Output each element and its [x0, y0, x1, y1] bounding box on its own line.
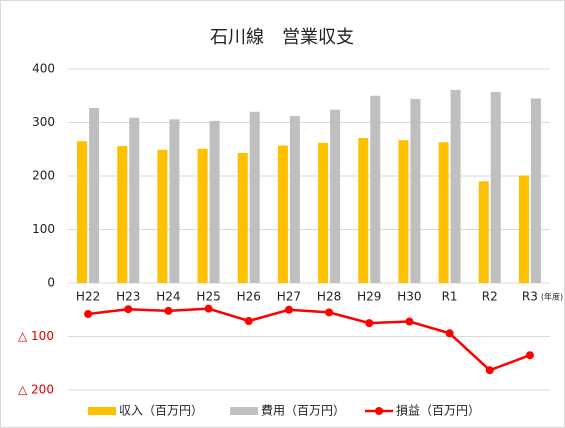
x-tick-label: H24	[156, 290, 180, 304]
line	[87, 307, 531, 372]
bar	[117, 146, 128, 283]
line-point	[244, 316, 253, 325]
bar	[289, 116, 300, 283]
bar	[398, 140, 409, 283]
bar	[277, 145, 288, 283]
legend-label: 損益（百万円）	[396, 403, 480, 418]
x-tick-label: H30	[397, 290, 421, 304]
bar	[478, 181, 489, 283]
legend-label: 費用（百万円）	[261, 403, 345, 418]
annotation: (年度)	[541, 292, 563, 302]
line-point	[325, 308, 334, 317]
bar	[518, 175, 529, 283]
y-tick-label: 100	[32, 222, 55, 236]
legend-swatch	[230, 407, 258, 415]
line-point	[365, 319, 374, 328]
y-tick-label: 300	[32, 115, 55, 129]
x-tick-label: H26	[237, 290, 261, 304]
line-point	[84, 310, 93, 319]
bar	[370, 95, 381, 283]
x-tick-label: R1	[442, 290, 458, 304]
x-tick-label: H25	[196, 290, 220, 304]
line-point	[284, 305, 293, 314]
bar	[490, 92, 501, 283]
y-tick-label: △ 200	[18, 383, 54, 397]
legend-swatch	[88, 407, 116, 415]
line-point	[525, 351, 534, 360]
y-tick-label: 400	[32, 62, 55, 76]
bar	[157, 149, 168, 283]
x-tick-label: H28	[317, 290, 341, 304]
line-point	[405, 317, 414, 326]
bar	[129, 117, 140, 283]
bar	[237, 152, 248, 283]
bar	[318, 142, 329, 283]
x-tick-label: H22	[76, 290, 100, 304]
bar	[197, 148, 208, 283]
bar	[410, 98, 421, 284]
bar	[169, 119, 180, 283]
x-tick-label: H29	[357, 290, 381, 304]
bar	[530, 98, 541, 283]
legend-swatch	[375, 407, 383, 415]
bar	[450, 89, 461, 284]
x-tick-label: H27	[277, 290, 301, 304]
bar	[249, 111, 260, 283]
line-point	[164, 306, 173, 315]
chart-title: 石川線 営業収支	[210, 27, 354, 48]
y-tick-label: △ 100	[18, 329, 54, 343]
line-point	[485, 366, 494, 375]
y-tick-label: 0	[47, 276, 55, 290]
bar	[77, 141, 88, 283]
line-point	[124, 305, 133, 314]
line-point	[445, 329, 454, 338]
line-point	[204, 304, 213, 313]
bar	[89, 108, 100, 284]
y-tick-label: 200	[32, 169, 55, 183]
legend-label: 収入（百万円）	[119, 404, 203, 418]
x-tick-label: H23	[116, 290, 140, 304]
x-tick-label: R3	[522, 290, 538, 304]
bar	[438, 142, 449, 283]
bar	[209, 120, 220, 284]
x-tick-label: R2	[482, 290, 498, 304]
bar	[358, 138, 369, 283]
bar	[330, 109, 341, 283]
